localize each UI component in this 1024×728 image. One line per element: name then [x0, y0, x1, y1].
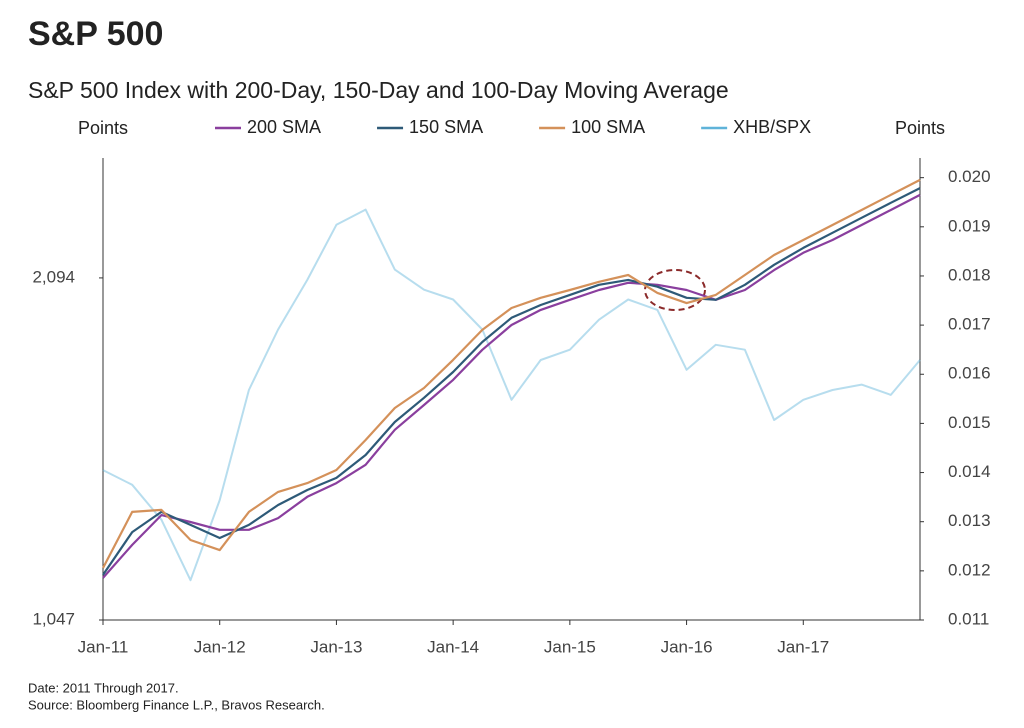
legend-label: 100 SMA — [571, 117, 645, 137]
series-line — [102, 208, 921, 582]
y2-tick-label: 0.013 — [948, 511, 991, 530]
source: Source: Bloomberg Finance L.P., Bravos R… — [28, 697, 325, 712]
highlight-circle — [644, 269, 706, 311]
legend-label: XHB/SPX — [733, 117, 811, 137]
x-tick-label: Jan-17 — [777, 637, 829, 656]
x-tick-label: Jan-14 — [427, 637, 479, 656]
x-tick-label: Jan-11 — [78, 637, 129, 656]
series-line — [102, 187, 921, 576]
y2-tick-label: 0.014 — [948, 462, 991, 481]
x-tick-label: Jan-12 — [194, 637, 246, 656]
series-line — [102, 178, 921, 569]
y2-tick-label: 0.018 — [948, 265, 991, 284]
y-tick-label: 2,094 — [32, 267, 75, 286]
y-tick-label: 1,047 — [32, 609, 75, 628]
y2-tick-label: 0.019 — [948, 216, 991, 235]
y2-tick-label: 0.016 — [948, 364, 991, 383]
chart-title: S&P 500 — [28, 15, 163, 53]
y2-tick-label: 0.020 — [948, 167, 991, 186]
chart-subtitle: S&P 500 Index with 200-Day, 150-Day and … — [28, 77, 729, 103]
y2-tick-label: 0.015 — [948, 413, 991, 432]
x-tick-label: Jan-15 — [544, 637, 596, 656]
y2-tick-label: 0.012 — [948, 560, 991, 579]
y2-tick-label: 0.011 — [948, 609, 989, 628]
note: Date: 2011 Through 2017. — [28, 680, 179, 695]
y2-tick-label: 0.017 — [948, 315, 991, 334]
y-axis-label: Points — [78, 118, 128, 138]
x-tick-label: Jan-13 — [310, 637, 362, 656]
x-tick-label: Jan-16 — [661, 637, 713, 656]
y2-axis-label: Points — [895, 118, 945, 138]
legend-label: 200 SMA — [247, 117, 321, 137]
legend-label: 150 SMA — [409, 117, 483, 137]
